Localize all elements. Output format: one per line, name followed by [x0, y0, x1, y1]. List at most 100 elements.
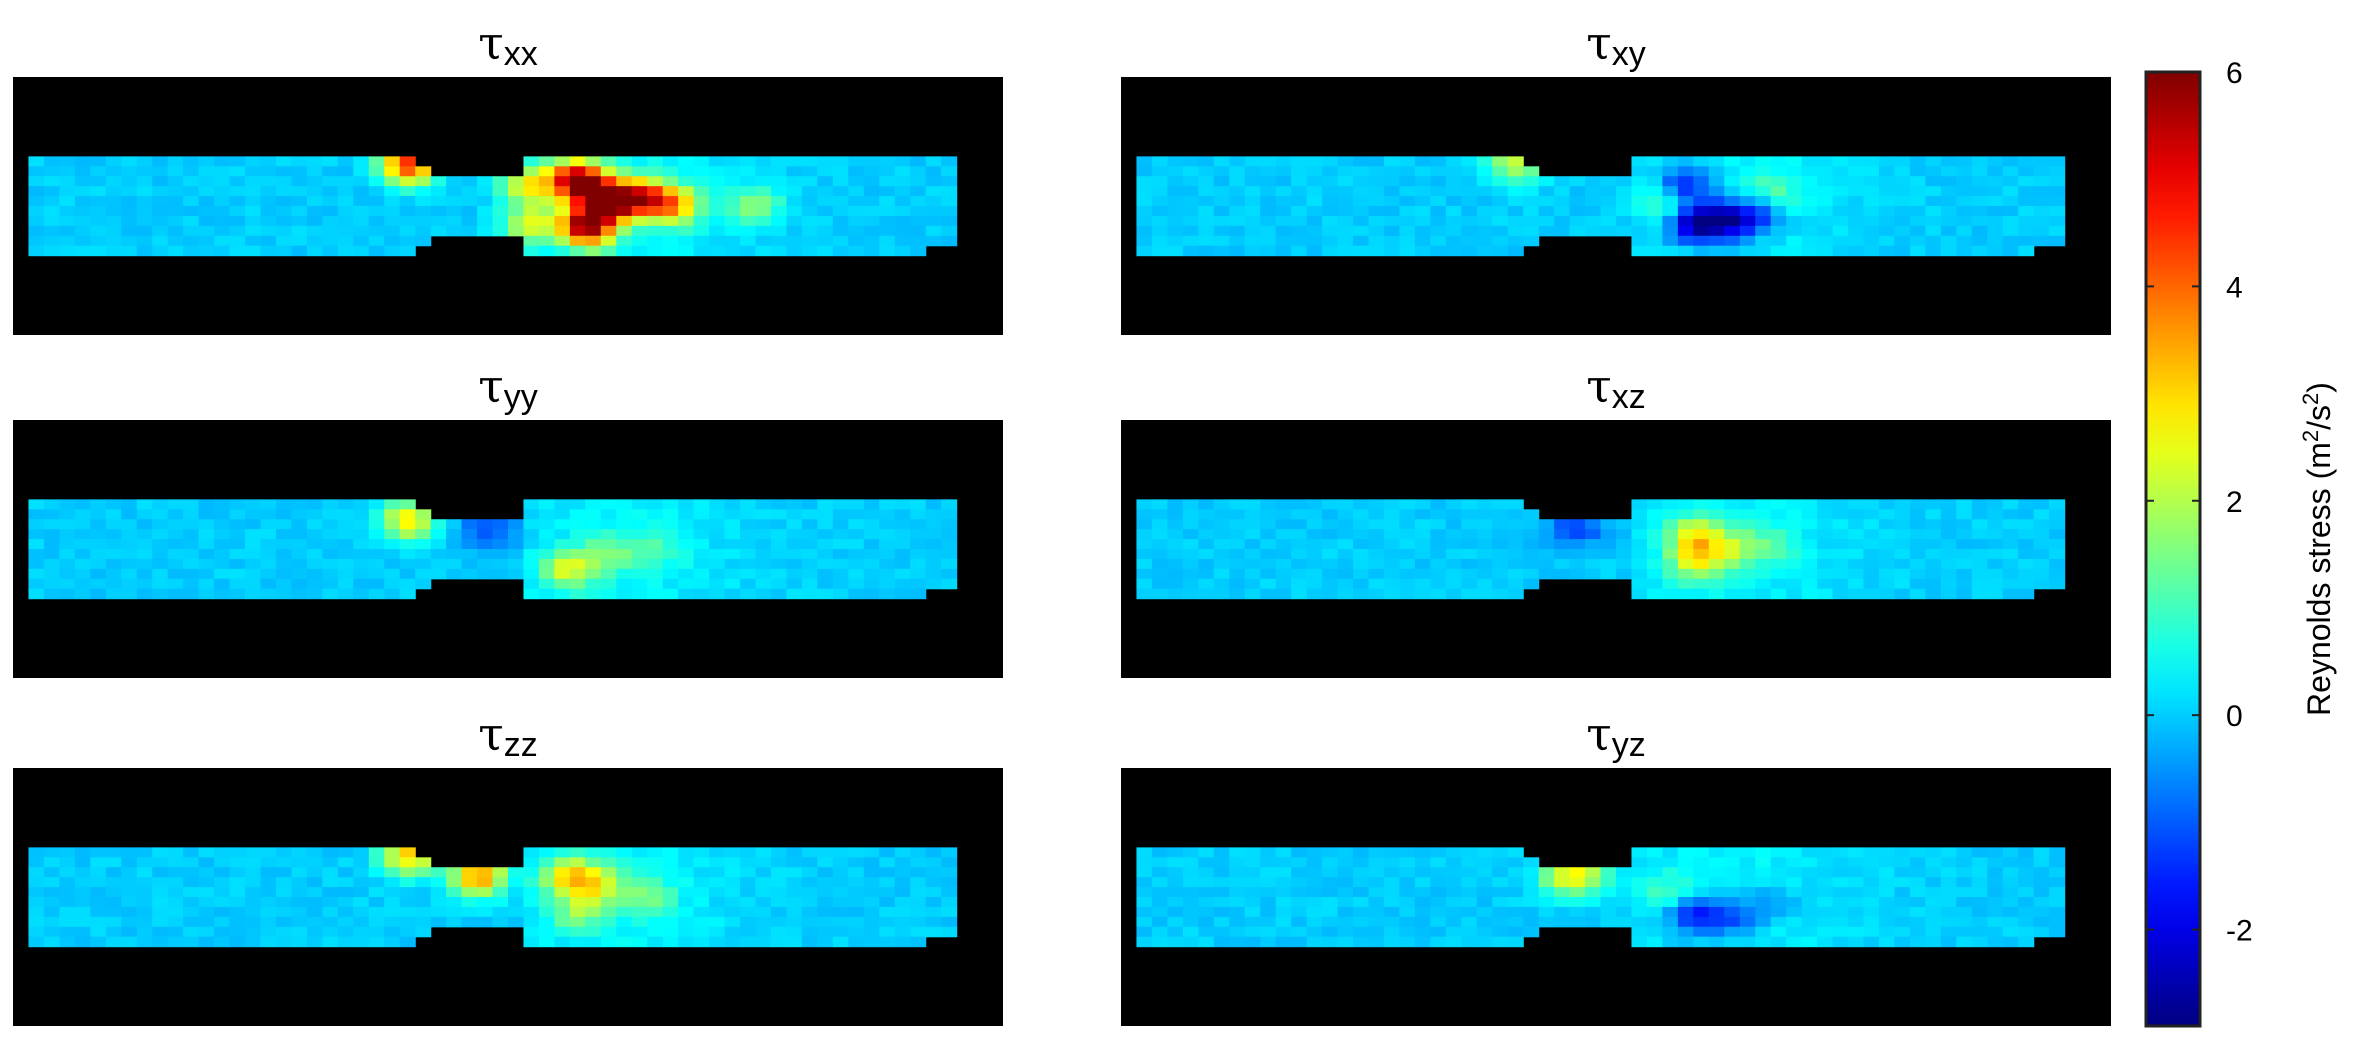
heatmap-cell	[724, 897, 741, 908]
heatmap-cell	[245, 897, 262, 908]
heatmap-cell	[1322, 867, 1339, 878]
heatmap-cell	[1198, 206, 1215, 217]
heatmap-cell	[43, 887, 61, 898]
heatmap-cell	[770, 196, 788, 207]
heatmap-cell	[1523, 215, 1540, 227]
heatmap-cell	[585, 235, 602, 247]
heatmap-cell	[1848, 916, 1865, 928]
heatmap-cell	[337, 196, 354, 207]
heatmap-cell	[1538, 887, 1555, 898]
heatmap-cell	[801, 166, 818, 177]
heatmap-cell	[28, 877, 45, 888]
heatmap-cell	[1182, 857, 1199, 868]
heatmap-cell	[399, 926, 416, 938]
heatmap-cell	[229, 166, 246, 177]
heatmap-cell	[1848, 225, 1865, 237]
heatmap-cell	[415, 215, 432, 227]
heatmap-cell	[1399, 906, 1416, 918]
heatmap-cell	[1909, 558, 1926, 570]
heatmap-cell	[214, 588, 231, 600]
heatmap-cell	[1801, 539, 1818, 550]
heatmap-cell	[554, 857, 571, 868]
heatmap-cell	[245, 926, 262, 938]
heatmap-cell	[1275, 156, 1292, 167]
heatmap-cell	[585, 186, 602, 197]
heatmap-cell	[1229, 206, 1246, 217]
heatmap-cell	[59, 245, 76, 257]
heatmap-cell	[1136, 936, 1153, 948]
heatmap-cell	[1909, 877, 1926, 888]
heatmap-cell	[353, 176, 370, 187]
heatmap-cell	[2049, 529, 2066, 540]
heatmap-cell	[1383, 926, 1401, 938]
heatmap-cell	[1724, 499, 1741, 510]
heatmap-cell	[1987, 509, 2004, 520]
heatmap-cell	[399, 235, 416, 247]
heatmap-cell	[121, 206, 138, 217]
heatmap-cell	[1136, 156, 1153, 167]
heatmap-cell	[74, 897, 91, 908]
heatmap-cell	[523, 215, 540, 227]
heatmap-cell	[1167, 166, 1184, 177]
heatmap-cell	[2033, 897, 2050, 908]
heatmap-cell	[152, 186, 169, 197]
heatmap-cell	[477, 568, 494, 580]
heatmap-cell	[523, 568, 540, 580]
heatmap-cell	[1554, 176, 1571, 187]
heatmap-cell	[1229, 539, 1246, 550]
heatmap-cell	[2002, 235, 2019, 247]
heatmap-cell	[384, 857, 401, 868]
heatmap-cell	[631, 196, 648, 207]
heatmap-cell	[1353, 936, 1370, 948]
heatmap-cell	[1445, 539, 1462, 550]
heatmap-cell	[1631, 539, 1648, 550]
heatmap-cell	[863, 568, 880, 580]
heatmap-cell	[59, 529, 76, 540]
heatmap-cell	[1337, 578, 1354, 590]
heatmap-cell	[1182, 877, 1199, 888]
heatmap-cell	[1677, 196, 1694, 207]
heatmap-cell	[43, 196, 61, 207]
heatmap-cell	[105, 245, 122, 257]
heatmap-cell	[1894, 906, 1911, 918]
heatmap-cell	[616, 568, 633, 580]
heatmap-cell	[1353, 156, 1370, 167]
heatmap-cell	[167, 887, 184, 898]
heatmap-cell	[337, 558, 354, 570]
heatmap-cell	[2049, 519, 2066, 530]
heatmap-cell	[1956, 877, 1973, 888]
heatmap-cell	[275, 215, 293, 227]
heatmap-cell	[508, 887, 525, 898]
heatmap-cell	[198, 206, 215, 217]
heatmap-cell	[910, 529, 927, 540]
heatmap-cell	[214, 897, 231, 908]
heatmap-cell	[1894, 529, 1911, 540]
heatmap-cell	[925, 867, 942, 878]
heatmap-cell	[1554, 196, 1571, 207]
heatmap-cell	[1260, 196, 1277, 207]
heatmap-cell	[1801, 857, 1818, 868]
heatmap-cell	[1538, 916, 1555, 928]
heatmap-cell	[693, 215, 710, 227]
heatmap-cell	[1770, 897, 1787, 908]
heatmap-cell	[786, 549, 803, 560]
heatmap-cell	[492, 519, 509, 530]
heatmap-cell	[1492, 186, 1509, 197]
heatmap-cell	[306, 519, 323, 530]
heatmap-cell	[1523, 916, 1540, 928]
panel-zz-title: τzz	[478, 707, 537, 764]
heatmap-cell	[709, 176, 726, 187]
heatmap-cell	[1801, 936, 1818, 948]
heatmap-cell	[337, 225, 354, 237]
heatmap-cell	[941, 926, 958, 938]
heatmap-cell	[74, 156, 91, 167]
heatmap-cell	[306, 906, 323, 918]
heatmap-cell	[770, 867, 788, 878]
heatmap-cell	[399, 166, 416, 177]
heatmap-cell	[925, 539, 942, 550]
heatmap-cell	[1724, 539, 1741, 550]
heatmap-cell	[214, 499, 231, 510]
heatmap-cell	[260, 887, 277, 898]
heatmap-cell	[631, 887, 648, 898]
heatmap-cell	[1755, 509, 1772, 520]
